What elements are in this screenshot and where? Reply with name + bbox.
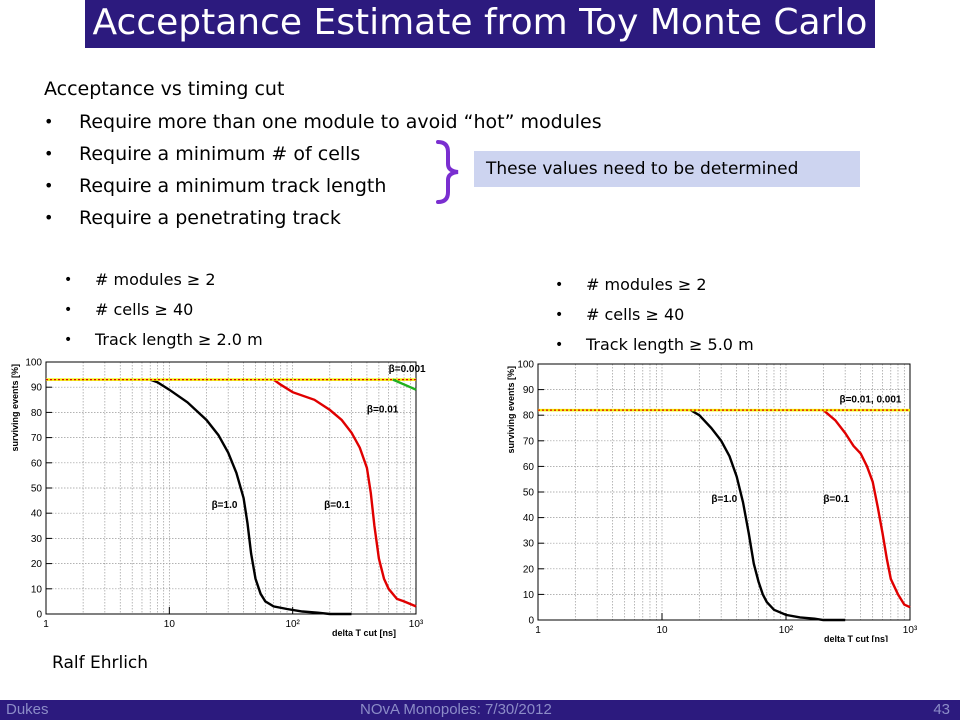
list-item-text: # cells ≥ 40: [95, 300, 194, 319]
list-item-text: # modules ≥ 2: [586, 275, 707, 294]
cuts-list-left: • # modules ≥ 2 • # cells ≥ 40 • Track leng…: [64, 265, 263, 355]
y-tick-label: 20: [523, 564, 535, 575]
footer-bar: Dukes NOvA Monopoles: 7/30/2012 43: [0, 700, 960, 720]
curly-brace-icon: [436, 140, 459, 204]
slide-number: 43: [933, 701, 950, 718]
x-axis-label: delta T cut [ns]: [824, 634, 888, 642]
bullet-icon: •: [44, 176, 54, 195]
list-item: • # modules ≥ 2: [555, 270, 754, 300]
y-tick-label: 30: [31, 534, 43, 545]
y-tick-label: 40: [523, 513, 535, 524]
bullet-icon: •: [555, 337, 564, 353]
series-label: β=0.1: [823, 494, 849, 505]
series-label: β=0.01, 0.001: [839, 394, 901, 405]
x-tick-label: 1: [43, 619, 49, 630]
y-tick-label: 30: [523, 539, 535, 550]
callout-box: These values need to be determined: [474, 151, 860, 187]
y-tick-label: 100: [517, 360, 534, 371]
y-tick-label: 70: [523, 436, 535, 447]
list-item-text: Track length ≥ 5.0 m: [586, 335, 754, 354]
series-line: [272, 378, 417, 608]
list-item: • # cells ≥ 40: [64, 295, 263, 325]
bullet-icon: •: [44, 112, 54, 131]
y-tick-label: 80: [523, 411, 535, 422]
y-tick-label: 80: [31, 408, 43, 419]
list-item: • Require a penetrating track: [44, 202, 602, 234]
series-label: β=1.0: [212, 500, 238, 511]
intro-block: Acceptance vs timing cut • Require more t…: [44, 72, 602, 234]
bullet-icon: •: [44, 208, 54, 227]
x-tick-label: 10²: [285, 619, 300, 630]
y-tick-label: 50: [31, 484, 43, 495]
y-tick-label: 40: [31, 509, 43, 520]
bullet-icon: •: [64, 272, 73, 288]
grid-lines: [46, 361, 416, 614]
y-tick-label: 60: [31, 458, 43, 469]
x-tick-label: 10²: [779, 625, 794, 636]
x-tick-label: 10³: [409, 619, 424, 630]
requirement-list: • Require more than one module to avoid “…: [44, 106, 602, 234]
list-item: • # cells ≥ 40: [555, 300, 754, 330]
list-item: • Require a minimum track length: [44, 170, 602, 202]
series-line: [149, 378, 352, 616]
y-axis-label: surviving events [%]: [10, 364, 20, 452]
y-tick-label: 90: [523, 385, 535, 396]
list-item-text: # modules ≥ 2: [95, 270, 216, 289]
list-item-text: # cells ≥ 40: [586, 305, 685, 324]
y-tick-label: 10: [523, 590, 535, 601]
footer-author: Dukes: [6, 701, 49, 718]
grid-lines: [538, 363, 910, 620]
x-tick-label: 10: [164, 619, 176, 630]
x-tick-label: 1: [535, 625, 541, 636]
y-tick-label: 70: [31, 433, 43, 444]
y-tick-label: 100: [25, 358, 42, 369]
series-line: [392, 378, 417, 391]
bullet-icon: •: [555, 277, 564, 293]
x-tick-label: 10: [656, 625, 668, 636]
list-item-text: Require more than one module to avoid “h…: [79, 111, 602, 133]
y-tick-label: 10: [31, 584, 43, 595]
series-label: β=0.1: [324, 500, 350, 511]
list-item: • Require a minimum # of cells: [44, 138, 602, 170]
cuts-list-right: • # modules ≥ 2 • # cells ≥ 40 • Track leng…: [555, 270, 754, 360]
list-item-text: Require a minimum # of cells: [79, 143, 361, 165]
series-label: β=0.001: [389, 364, 426, 375]
y-tick-label: 90: [31, 383, 43, 394]
series-line: [689, 409, 846, 622]
bullet-icon: •: [44, 144, 54, 163]
list-item: • Track length ≥ 2.0 m: [64, 325, 263, 355]
list-item-text: Track length ≥ 2.0 m: [95, 330, 263, 349]
footer-title: NOvA Monopoles: 7/30/2012: [360, 701, 552, 718]
x-tick-label: 10³: [903, 625, 918, 636]
bullet-icon: •: [64, 332, 73, 348]
y-tick-label: 20: [31, 559, 43, 570]
y-tick-label: 50: [523, 488, 535, 499]
list-item: • Track length ≥ 5.0 m: [555, 330, 754, 360]
list-item-text: Require a penetrating track: [79, 207, 341, 229]
y-tick-label: 60: [523, 462, 535, 473]
x-axis-label: delta T cut [ns]: [332, 628, 396, 638]
list-item: • Require more than one module to avoid “…: [44, 106, 602, 138]
series-label: β=1.0: [711, 494, 737, 505]
y-tick-label: 0: [528, 616, 534, 627]
list-item: • # modules ≥ 2: [64, 265, 263, 295]
y-axis-label: surviving events [%]: [506, 366, 516, 454]
intro-heading: Acceptance vs timing cut: [44, 78, 285, 100]
author-credit: Ralf Ehrlich: [52, 653, 149, 673]
slide-title: Acceptance Estimate from Toy Monte Carlo: [85, 0, 875, 48]
series-label: β=0.01: [367, 404, 399, 415]
series-line: [822, 409, 911, 609]
list-item-text: Require a minimum track length: [79, 175, 387, 197]
y-tick-label: 0: [36, 610, 42, 621]
bullet-icon: •: [555, 307, 564, 323]
bullet-icon: •: [64, 302, 73, 318]
